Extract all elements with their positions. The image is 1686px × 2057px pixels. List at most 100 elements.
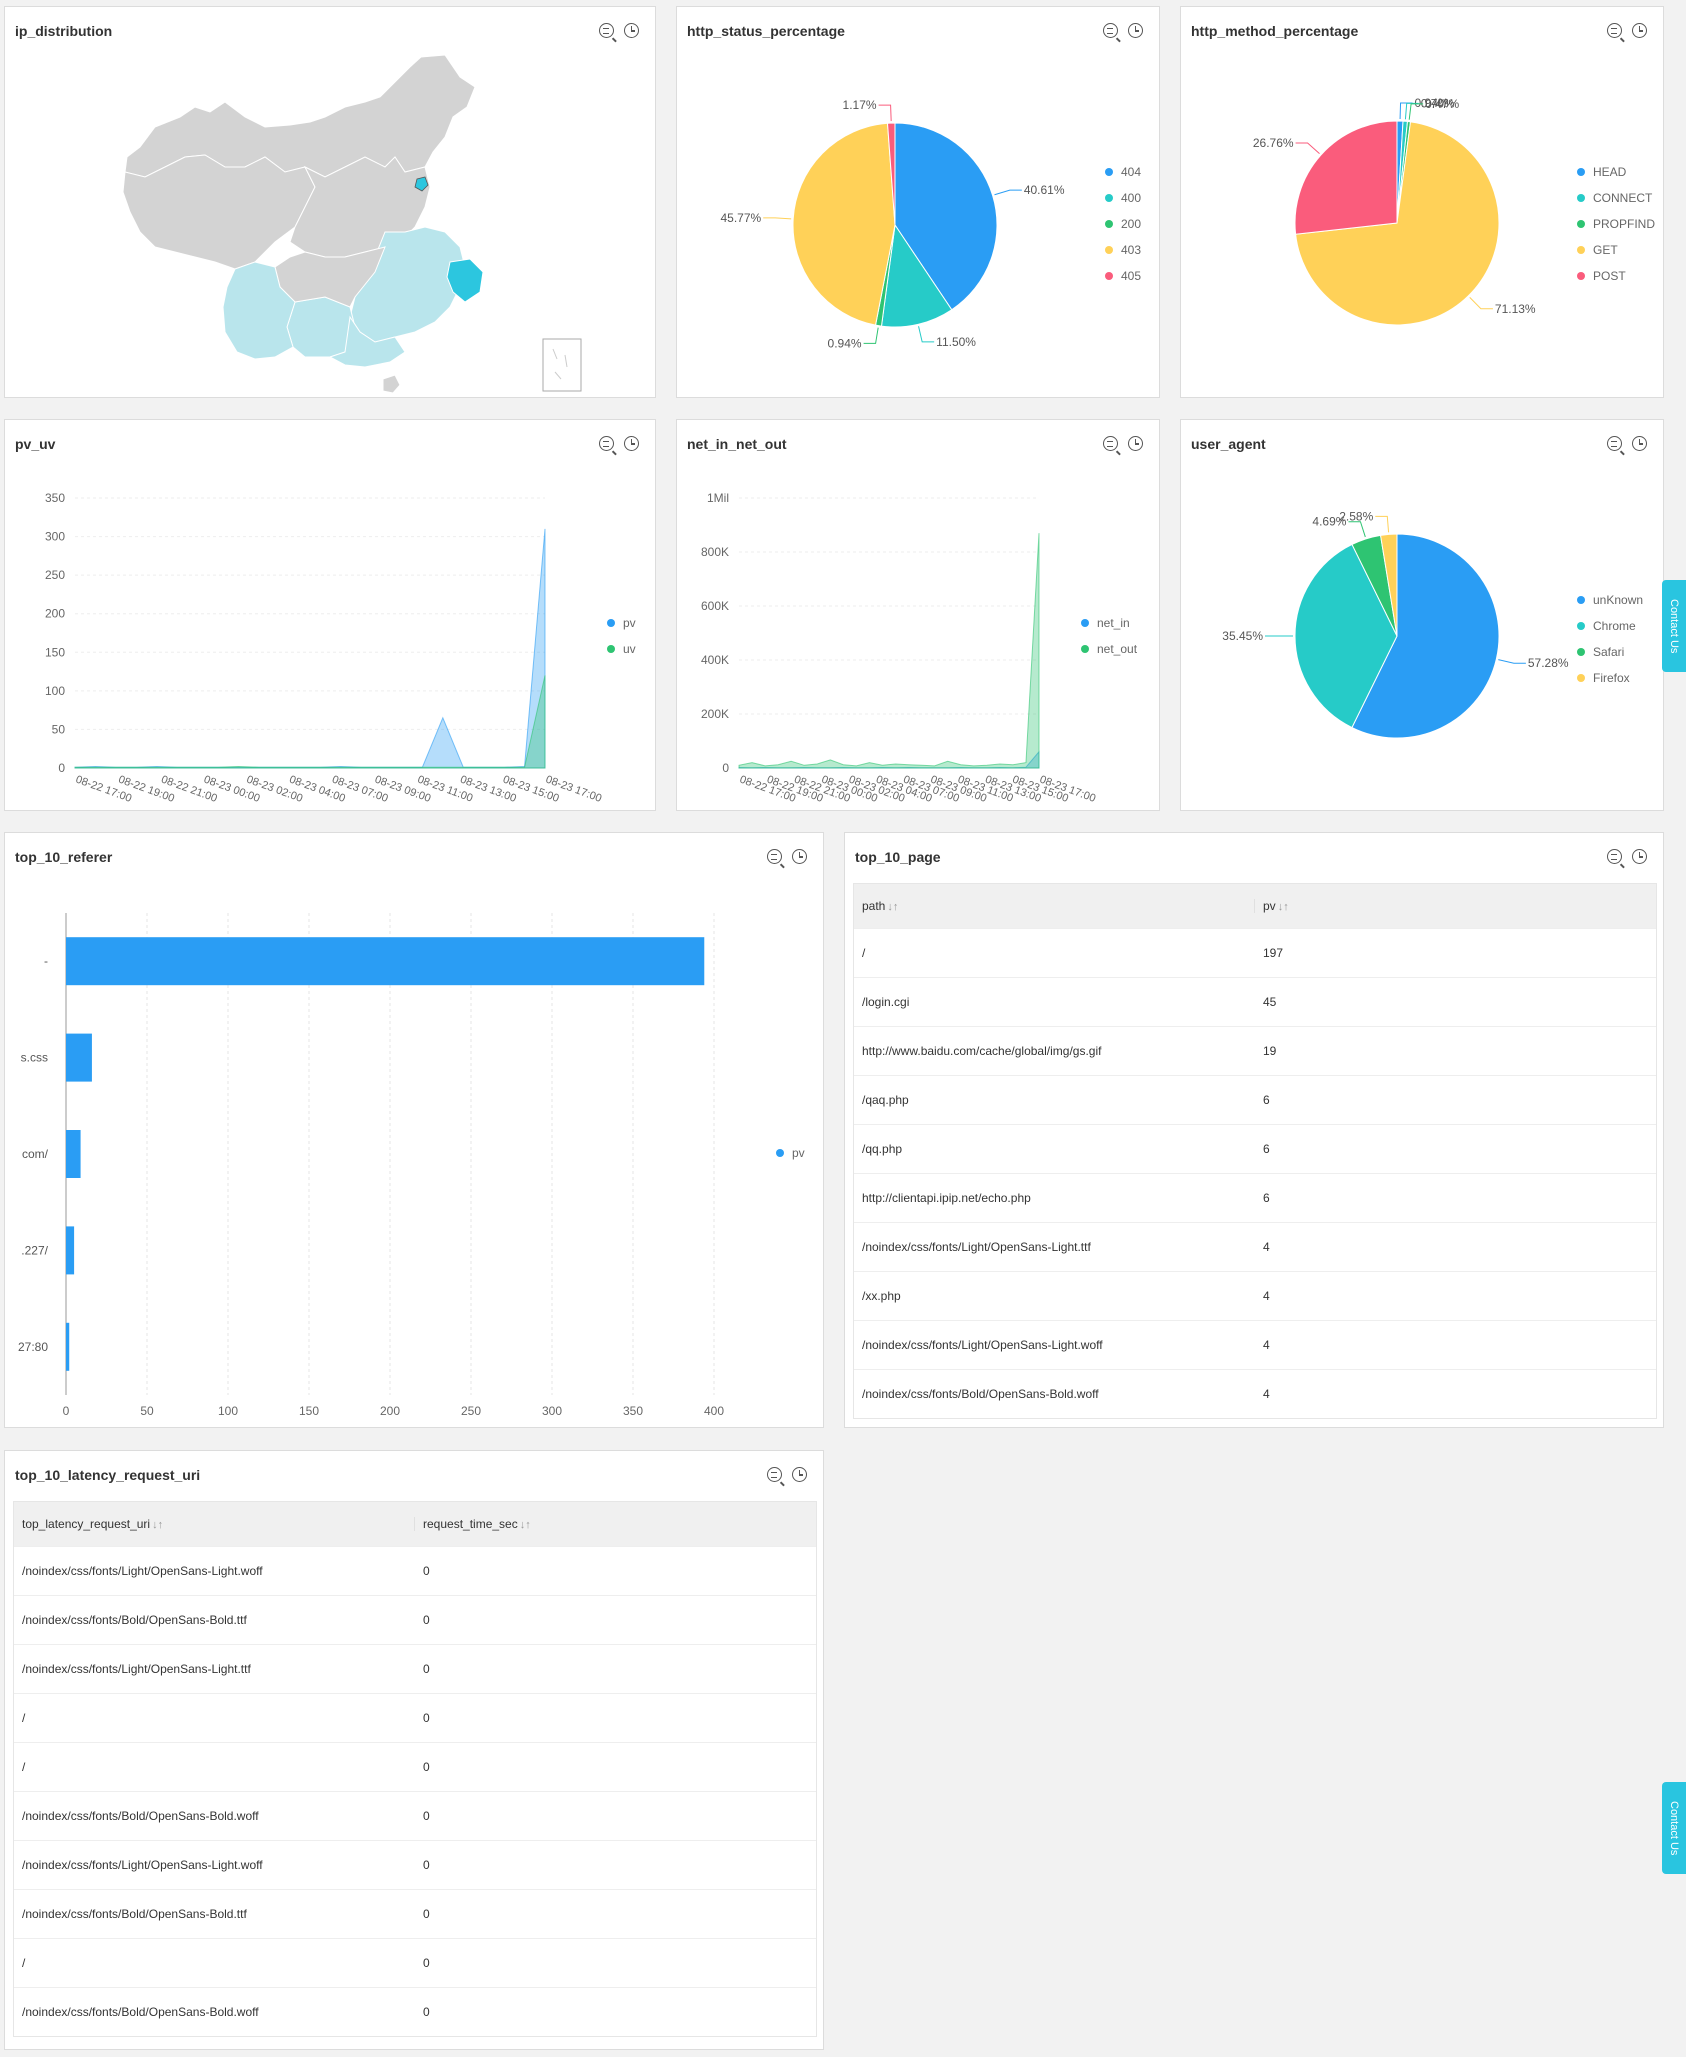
pie-slice-400[interactable] [880,223,953,328]
bar[interactable] [66,937,705,986]
table-row[interactable]: /noindex/css/fonts/Bold/OpenSans-Bold.wo… [14,1988,816,2036]
legend-dot[interactable] [1577,272,1585,280]
legend-label[interactable]: uv [623,642,636,656]
legend-dot[interactable] [1577,674,1585,682]
sort-icon[interactable]: ↓↑ [1277,901,1289,913]
table-row[interactable]: http://clientapi.ipip.net/echo.php 6 [854,1174,1656,1223]
pie-slice-post[interactable] [1294,120,1398,235]
legend-dot[interactable] [1577,648,1585,656]
table-row[interactable]: /0 [14,1694,816,1743]
legend-label[interactable]: Chrome [1593,619,1636,633]
legend-label[interactable]: PROPFIND [1593,217,1655,231]
search-icon[interactable] [767,849,782,864]
legend-label[interactable]: CONNECT [1593,191,1653,205]
legend-dot[interactable] [1577,168,1585,176]
clock-icon[interactable] [792,849,807,864]
bar[interactable] [66,1322,70,1371]
map-region-beijing[interactable] [414,176,429,192]
legend-label[interactable]: 200 [1121,217,1141,231]
map-region-guangdong[interactable] [328,315,406,368]
map-region-zhejiang[interactable] [446,258,484,303]
legend-dot[interactable] [607,619,615,627]
clock-icon[interactable] [1128,23,1143,38]
search-icon[interactable] [599,23,614,38]
clock-icon[interactable] [1632,436,1647,451]
search-icon[interactable] [1103,436,1118,451]
table-row[interactable]: /qq.php 6 [854,1125,1656,1174]
legend-dot[interactable] [1577,596,1585,604]
pie-slice-firefox[interactable] [1379,533,1398,637]
table-row[interactable]: /noindex/css/fonts/Bold/OpenSans-Bold.wo… [854,1370,1656,1418]
contact-us-button[interactable]: Contact Us [1662,580,1686,672]
area-series-net_out[interactable] [738,533,1040,769]
legend-dot[interactable] [1105,272,1113,280]
column-header[interactable]: request_time_sec ↓↑ [423,1517,531,1531]
legend-label[interactable]: 400 [1121,191,1141,205]
legend-label[interactable]: net_out [1097,642,1138,656]
legend-dot[interactable] [1105,168,1113,176]
sort-icon[interactable]: ↓↑ [887,901,899,913]
legend-dot[interactable] [1577,194,1585,202]
column-header[interactable]: top_latency_request_uri ↓↑ [14,1517,415,1531]
table-row[interactable]: http://www.baidu.com/cache/global/img/gs… [854,1027,1656,1076]
table-row[interactable]: /0 [14,1939,816,1988]
table-row[interactable]: /noindex/css/fonts/Light/OpenSans-Light.… [854,1321,1656,1370]
legend-label[interactable]: pv [792,1146,805,1160]
legend-dot[interactable] [1105,194,1113,202]
search-icon[interactable] [1607,849,1622,864]
column-header[interactable]: path ↓↑ [854,899,1255,913]
bar[interactable] [66,1033,92,1082]
area-series-uv[interactable] [74,675,546,769]
map-region-southwest-light[interactable] [286,296,356,358]
bar[interactable] [66,1130,81,1178]
sort-icon[interactable]: ↓↑ [152,1519,164,1531]
pie-slice-chrome[interactable] [1294,543,1398,729]
legend-label[interactable]: Firefox [1593,671,1630,685]
search-icon[interactable] [599,436,614,451]
legend-label[interactable]: GET [1593,243,1618,257]
legend-label[interactable]: unKnown [1593,593,1643,607]
contact-us-button[interactable]: Contact Us [1662,1782,1686,1874]
table-row[interactable]: /noindex/css/fonts/Light/OpenSans-Light.… [14,1645,816,1694]
column-header[interactable]: pv ↓↑ [1263,899,1289,913]
table-row[interactable]: /noindex/css/fonts/Light/OpenSans-Light.… [14,1841,816,1890]
legend-dot[interactable] [1081,645,1089,653]
legend-dot[interactable] [1577,246,1585,254]
table-row[interactable]: /noindex/css/fonts/Light/OpenSans-Light.… [14,1547,816,1596]
pie-slice-403[interactable] [792,122,896,326]
search-icon[interactable] [1103,23,1118,38]
table-row[interactable]: /0 [14,1743,816,1792]
pie-slice-unknown[interactable] [1351,533,1500,739]
legend-label[interactable]: Safari [1593,645,1624,659]
legend-dot[interactable] [1105,246,1113,254]
legend-label[interactable]: 405 [1121,269,1141,283]
clock-icon[interactable] [792,1467,807,1482]
legend-dot[interactable] [1081,619,1089,627]
table-row[interactable]: /login.cgi 45 [854,978,1656,1027]
map-region-north[interactable] [124,54,476,178]
table-row[interactable]: /qaq.php 6 [854,1076,1656,1125]
legend-dot[interactable] [1577,220,1585,228]
legend-dot[interactable] [776,1149,784,1157]
sort-icon[interactable]: ↓↑ [519,1519,531,1531]
legend-label[interactable]: 403 [1121,243,1141,257]
clock-icon[interactable] [1632,849,1647,864]
table-row[interactable]: /noindex/css/fonts/Light/OpenSans-Light.… [854,1223,1656,1272]
legend-label[interactable]: net_in [1097,616,1130,630]
legend-label[interactable]: 404 [1121,165,1141,179]
pie-slice-405[interactable] [886,122,896,226]
table-row[interactable]: /noindex/css/fonts/Bold/OpenSans-Bold.tt… [14,1596,816,1645]
search-icon[interactable] [1607,436,1622,451]
clock-icon[interactable] [1128,436,1143,451]
clock-icon[interactable] [624,23,639,38]
clock-icon[interactable] [1632,23,1647,38]
legend-dot[interactable] [607,645,615,653]
search-icon[interactable] [1607,23,1622,38]
table-row[interactable]: /noindex/css/fonts/Bold/OpenSans-Bold.tt… [14,1890,816,1939]
map-region-yunnan[interactable] [222,261,296,360]
legend-label[interactable]: HEAD [1593,165,1627,179]
bar[interactable] [66,1226,75,1275]
table-row[interactable]: /noindex/css/fonts/Bold/OpenSans-Bold.wo… [14,1792,816,1841]
search-icon[interactable] [767,1467,782,1482]
table-row[interactable]: / 197 [854,929,1656,978]
